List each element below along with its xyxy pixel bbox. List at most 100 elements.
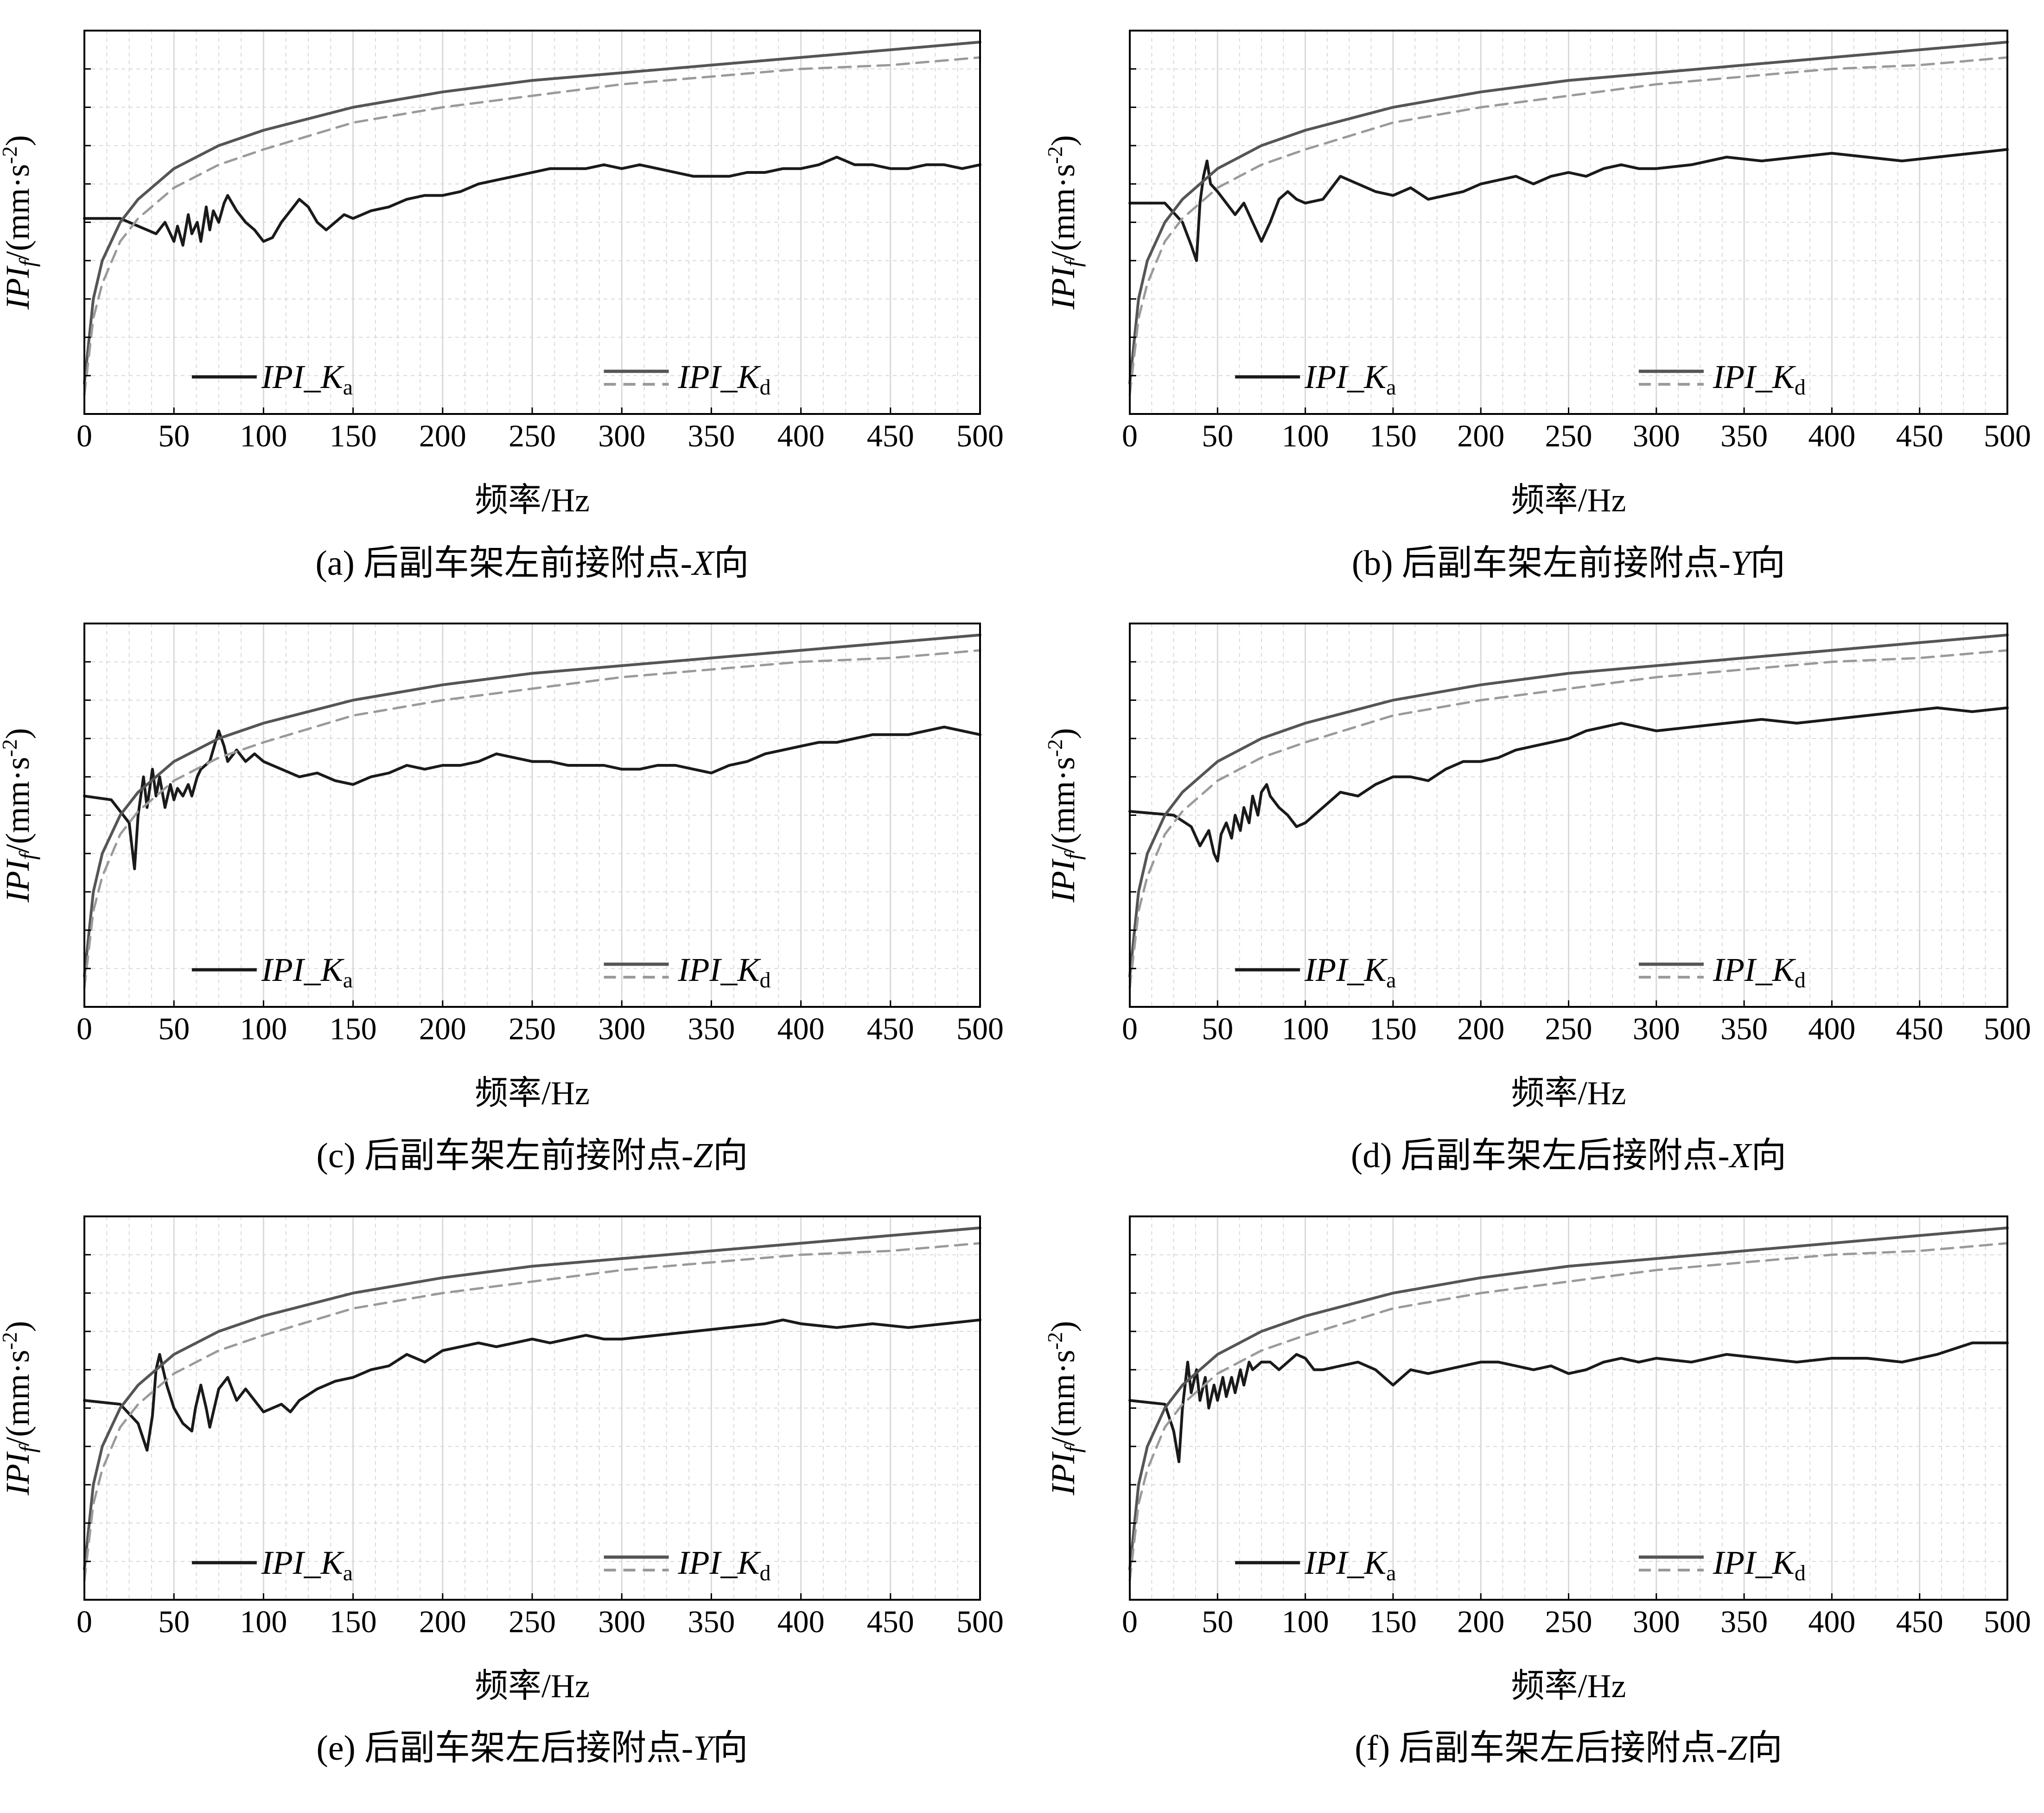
chart-panel-d: 0 50 100 150 200 250 300 350 400 450 500 频率/Hz IPIf/… (1043, 623, 2031, 1175)
caption-prefix: (e) 后副车架左后接附点- (317, 1729, 694, 1768)
x-tick-label: 250 (1545, 1604, 1592, 1639)
x-tick-label: 300 (598, 1011, 645, 1046)
x-tick-label: 400 (1808, 1604, 1855, 1639)
x-tick-label: 500 (956, 1011, 1004, 1046)
x-tick-label: 350 (688, 418, 735, 453)
x-tick-label: 400 (777, 1011, 825, 1046)
series-line-ipi-kd-dashed (83, 649, 981, 989)
legend-label-kd-sub: d (1795, 1561, 1806, 1585)
x-tick-label: 150 (330, 418, 377, 453)
x-tick-label: 100 (240, 418, 287, 453)
y-axis-label: IPIf/(mm·s-2) (0, 728, 40, 903)
x-tick-label: 0 (76, 1604, 92, 1639)
series-line-ipi-ka (83, 725, 981, 871)
y-label-unit: /(mm·s (1044, 757, 1082, 853)
panel-caption: (f) 后副车架左后接附点-Z向 (1355, 1729, 1783, 1768)
legend-label-ka-sub: a (1386, 375, 1396, 400)
x-axis-label: 频率/Hz (1511, 1667, 1626, 1705)
chart-panel-f: 0 50 100 150 200 250 300 350 400 450 500 频率/Hz IPIf/… (1043, 1215, 2031, 1768)
y-label-close: ) (0, 1321, 36, 1332)
caption-prefix: (a) 后副车架左前接附点- (315, 544, 692, 583)
caption-prefix: (c) 后副车架左前接附点- (317, 1136, 694, 1175)
x-tick-label: 300 (598, 418, 645, 453)
legend-label-ka-sub: a (1386, 968, 1396, 992)
y-label-ipi: IPI (1044, 1451, 1082, 1496)
y-label-ipi: IPI (1044, 859, 1082, 903)
legend-label-ka: IPI_Ka (261, 951, 353, 992)
caption-axis: Z (1727, 1729, 1747, 1768)
chart-panel-e: 0 50 100 150 200 250 300 350 400 450 500 频率/Hz IPIf/… (0, 1215, 1004, 1768)
legend-label-kd-text: IPI_K (1713, 951, 1796, 988)
series-line-ipi-kd-dashed (83, 1242, 981, 1582)
caption-axis: X (1728, 1136, 1752, 1175)
legend: IPI_Ka IPI_Kd (191, 358, 771, 400)
legend-label-ka-sub: a (343, 375, 353, 400)
x-axis-label: 频率/Hz (475, 1667, 590, 1705)
x-tick-label: 50 (158, 1011, 190, 1046)
x-tick-label: 450 (1896, 1604, 1943, 1639)
x-tick-label: 300 (1633, 1011, 1680, 1046)
x-tick-label: 300 (1633, 418, 1680, 453)
legend-label-kd-sub: d (1795, 968, 1806, 992)
legend-label-kd-text: IPI_K (678, 951, 762, 988)
panel-caption: (a) 后副车架左前接附点-X向 (315, 544, 749, 583)
y-label-exp: -2 (0, 146, 21, 164)
x-axis-label: 频率/Hz (1511, 482, 1626, 519)
legend: IPI_Ka IPI_Kd (191, 951, 771, 992)
x-tick-label: 250 (509, 418, 556, 453)
x-tick-label: 400 (777, 418, 825, 453)
y-label-exp: -2 (1043, 1332, 1067, 1349)
legend-label-ka-text: IPI_K (1304, 358, 1388, 395)
caption-suffix: 向 (713, 1136, 748, 1175)
x-tick-label: 100 (1282, 1011, 1329, 1046)
legend-label-kd-text: IPI_K (678, 358, 762, 395)
caption-suffix: 向 (714, 544, 749, 583)
series-line-ipi-kd (1128, 633, 2009, 978)
x-tick-label: 150 (1369, 1604, 1417, 1639)
series-line-ipi-ka (1128, 1341, 2009, 1463)
y-label-close: ) (1044, 1321, 1082, 1332)
caption-axis: Y (1731, 544, 1754, 583)
y-label-exp: -2 (0, 1332, 21, 1349)
y-axis-label: IPIf/(mm·s-2) (0, 1321, 40, 1495)
x-tick-label: 250 (1545, 418, 1592, 453)
x-tick-label: 450 (867, 418, 914, 453)
caption-axis: X (691, 544, 715, 583)
x-tick-label: 350 (1720, 418, 1768, 453)
legend-label-ka-sub: a (343, 1561, 353, 1585)
x-tick-label: 400 (777, 1604, 825, 1639)
legend: IPI_Ka IPI_Kd (191, 1544, 771, 1585)
series-line-ipi-kd (1128, 1226, 2009, 1571)
y-axis-label: IPIf/(mm·s-2) (1043, 1321, 1086, 1495)
legend-label-kd-sub: d (1795, 375, 1806, 400)
y-label-unit: /(mm·s (1044, 1350, 1082, 1446)
caption-prefix: (d) 后副车架左后接附点- (1351, 1136, 1730, 1175)
y-axis-label: IPIf/(mm·s-2) (0, 135, 40, 310)
x-tick-label: 100 (1282, 418, 1329, 453)
x-tick-label: 450 (1896, 1011, 1943, 1046)
legend-label-ka-sub: a (1386, 1561, 1396, 1585)
legend-label-kd-sub: d (760, 968, 771, 992)
legend-label-kd-text: IPI_K (1713, 1544, 1796, 1581)
legend-label-kd: IPI_Kd (678, 951, 771, 992)
x-tick-label: 100 (240, 1604, 287, 1639)
x-tick-label: 0 (1122, 1011, 1138, 1046)
y-label-close: ) (1044, 728, 1082, 739)
legend-label-ka-text: IPI_K (1304, 951, 1388, 988)
x-tick-label: 100 (240, 1011, 287, 1046)
legend-label-kd: IPI_Kd (1713, 358, 1806, 400)
legend-label-kd-sub: d (760, 375, 771, 400)
x-tick-label: 250 (509, 1011, 556, 1046)
series-line-ipi-ka (83, 155, 981, 247)
x-tick-label: 350 (1720, 1011, 1768, 1046)
panel-caption: (e) 后副车架左后接附点-Y向 (317, 1729, 748, 1768)
legend-label-ka-text: IPI_K (261, 951, 345, 988)
legend: IPI_Ka IPI_Kd (1235, 1544, 1806, 1585)
x-tick-label: 200 (419, 1604, 466, 1639)
legend-label-kd-text: IPI_K (1713, 358, 1796, 395)
x-tick-label: 500 (1984, 418, 2031, 453)
series-line-ipi-ka (1128, 706, 2009, 863)
legend-label-ka: IPI_Ka (1304, 358, 1396, 400)
x-tick-label: 450 (867, 1604, 914, 1639)
